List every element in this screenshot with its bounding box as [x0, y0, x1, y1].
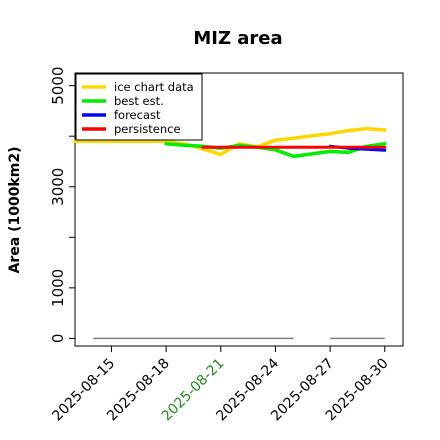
data-point	[110, 140, 113, 143]
plot-frame	[74, 72, 404, 347]
data-point	[383, 149, 386, 152]
data-point	[165, 140, 168, 143]
data-point	[292, 155, 295, 158]
y-tick-label: 1000	[49, 269, 67, 307]
y-axis-label: Area (1000km2)	[7, 147, 23, 274]
data-point	[365, 127, 368, 130]
data-point	[383, 142, 386, 145]
legend-label: best est.	[114, 94, 164, 108]
data-point	[383, 146, 386, 149]
data-point	[347, 129, 350, 132]
data-point	[329, 150, 332, 153]
data-point	[92, 140, 95, 143]
legend-label: forecast	[114, 108, 161, 122]
y-tick-label: 0	[49, 334, 67, 344]
data-point	[201, 146, 204, 149]
x-axis: 2025-08-152025-08-182025-08-212025-08-24…	[49, 346, 392, 424]
legend-label: ice chart data	[114, 80, 194, 94]
data-point	[128, 140, 131, 143]
data-point	[383, 129, 386, 132]
data-point	[74, 140, 76, 143]
data-point	[292, 137, 295, 140]
y-axis: 0 1000 3000 5000	[49, 67, 75, 344]
chart-title: MIZ area	[193, 28, 282, 49]
legend-label: persistence	[114, 122, 181, 136]
y-tick-label: 5000	[49, 67, 67, 105]
data-point	[310, 152, 313, 155]
series-lines	[73, 126, 387, 159]
data-point	[347, 151, 350, 154]
data-point	[310, 134, 313, 137]
data-point	[274, 139, 277, 142]
data-point	[183, 144, 186, 147]
data-point	[146, 140, 149, 143]
data-point	[165, 142, 168, 145]
series-line-ice-chart-data	[73, 126, 387, 157]
data-point	[238, 144, 240, 147]
y-tick-label: 3000	[49, 168, 67, 206]
legend-box	[75, 73, 203, 141]
data-point	[365, 148, 368, 151]
data-point	[274, 148, 277, 151]
data-point	[219, 153, 222, 156]
data-point	[329, 132, 332, 135]
